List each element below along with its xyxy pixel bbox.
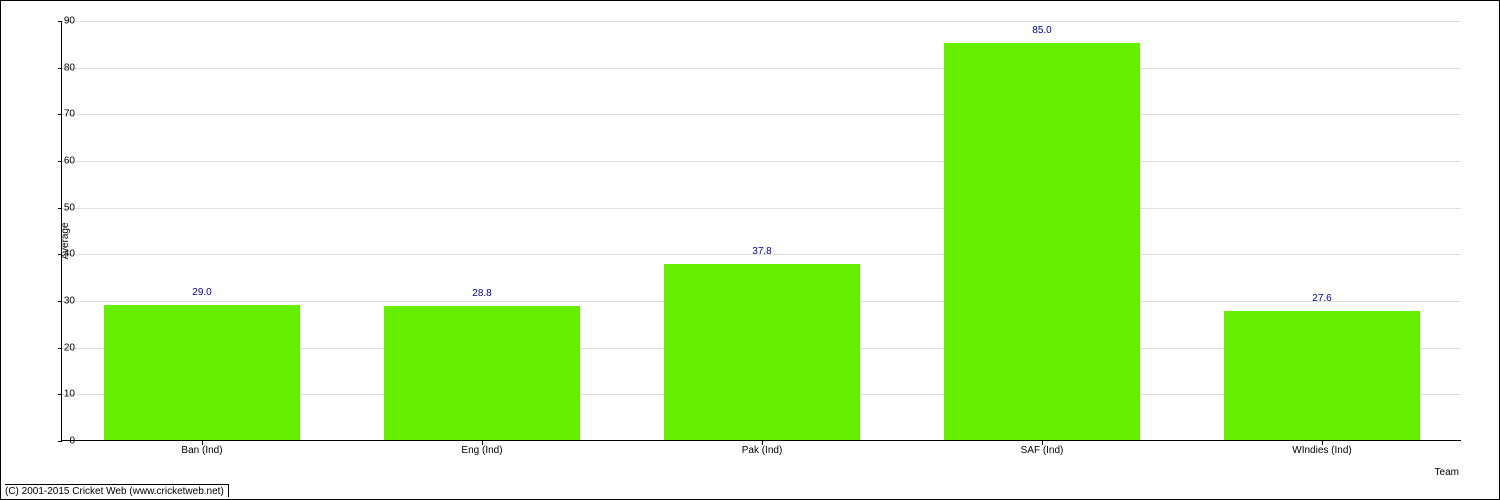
- gridline: [62, 161, 1461, 162]
- bar-value-label: 29.0: [192, 287, 211, 298]
- x-tick-label: Ban (Ind): [181, 445, 222, 456]
- y-tick-label: 20: [64, 342, 75, 353]
- x-tick-label: WIndies (Ind): [1292, 445, 1351, 456]
- copyright-text: (C) 2001-2015 Cricket Web (www.cricketwe…: [5, 484, 229, 497]
- bar: [664, 264, 860, 440]
- gridline: [62, 21, 1461, 22]
- chart-area: Average 010203040506070809029.0Ban (Ind)…: [41, 21, 1461, 461]
- y-tick-label: 50: [64, 202, 75, 213]
- gridline: [62, 68, 1461, 69]
- y-tick-mark: [58, 208, 62, 209]
- y-tick-mark: [58, 21, 62, 22]
- bar-value-label: 37.8: [752, 246, 771, 257]
- bar: [384, 306, 580, 440]
- y-tick-label: 90: [64, 16, 75, 27]
- x-tick-label: Pak (Ind): [742, 445, 783, 456]
- gridline: [62, 114, 1461, 115]
- y-tick-mark: [58, 114, 62, 115]
- y-tick-label: 0: [69, 436, 75, 447]
- bar-value-label: 28.8: [472, 288, 491, 299]
- y-tick-mark: [58, 394, 62, 395]
- y-tick-mark: [58, 348, 62, 349]
- y-tick-mark: [58, 254, 62, 255]
- y-tick-label: 60: [64, 156, 75, 167]
- y-tick-mark: [58, 301, 62, 302]
- y-tick-label: 70: [64, 109, 75, 120]
- plot-region: 010203040506070809029.0Ban (Ind)28.8Eng …: [61, 21, 1461, 441]
- y-tick-label: 30: [64, 296, 75, 307]
- y-tick-label: 40: [64, 249, 75, 260]
- y-tick-mark: [58, 161, 62, 162]
- bar: [944, 43, 1140, 440]
- y-tick-label: 10: [64, 389, 75, 400]
- bar: [104, 305, 300, 440]
- x-tick-label: Eng (Ind): [461, 445, 502, 456]
- y-tick-mark: [58, 68, 62, 69]
- bar: [1224, 311, 1420, 440]
- gridline: [62, 208, 1461, 209]
- bar-value-label: 27.6: [1312, 293, 1331, 304]
- y-tick-mark: [58, 441, 62, 442]
- x-tick-label: SAF (Ind): [1021, 445, 1064, 456]
- y-tick-label: 80: [64, 62, 75, 73]
- bar-value-label: 85.0: [1032, 25, 1051, 36]
- x-axis-title: Team: [1435, 467, 1459, 478]
